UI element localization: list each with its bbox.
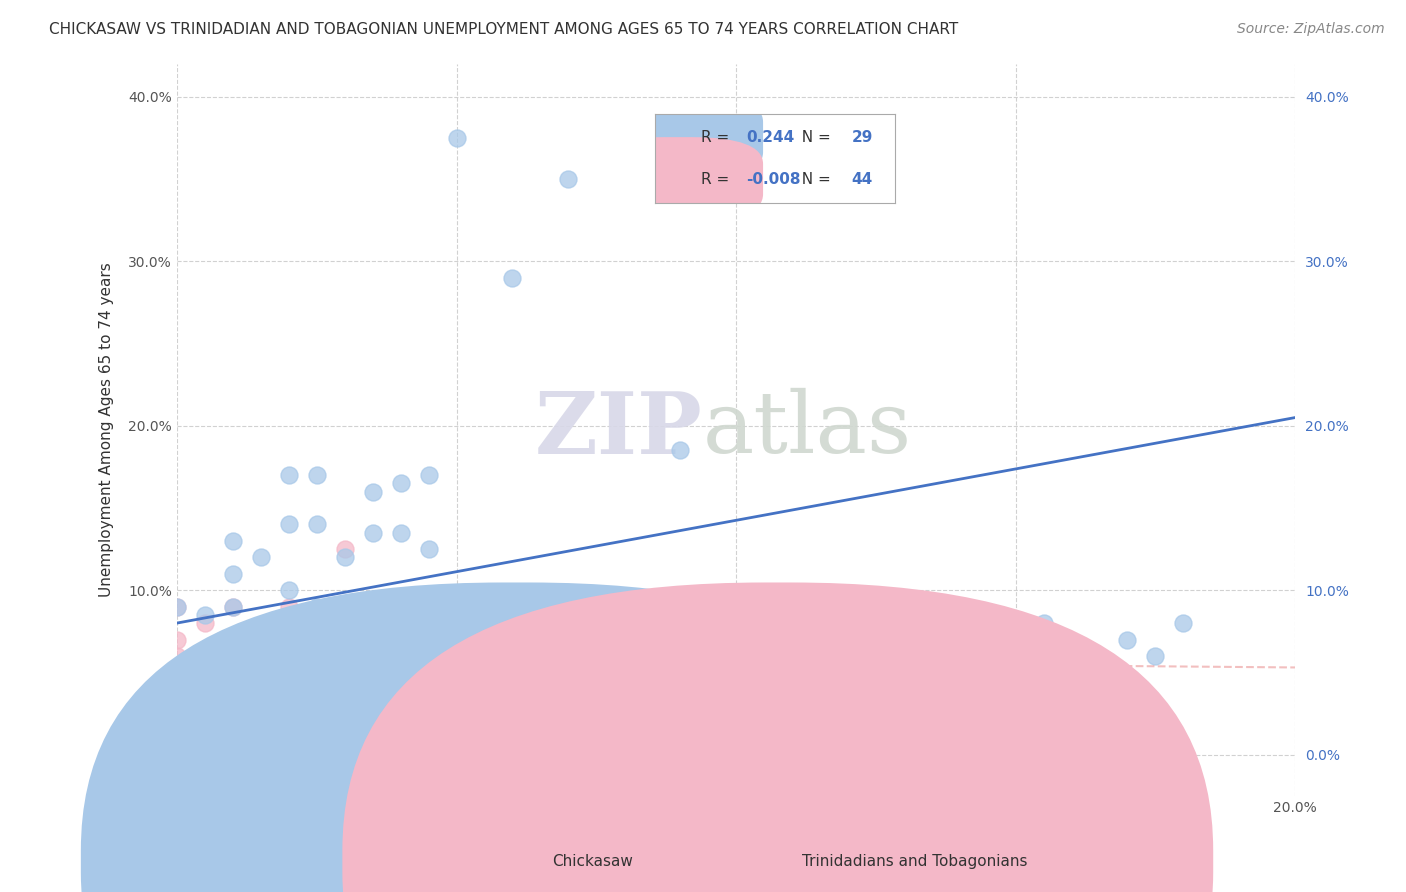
Text: Source: ZipAtlas.com: Source: ZipAtlas.com [1237,22,1385,37]
FancyBboxPatch shape [593,137,763,221]
Point [333,616,356,631]
Point [333,542,356,557]
Point [277,517,299,532]
Point [501,632,523,647]
FancyBboxPatch shape [593,95,763,179]
Point [389,599,412,614]
Text: N =: N = [792,129,835,145]
Point [222,681,245,696]
Text: Trinidadians and Tobagonians: Trinidadians and Tobagonians [803,855,1028,869]
Point [474,640,496,655]
Point [361,632,384,647]
Text: 0.244: 0.244 [747,129,794,145]
Point [333,681,356,696]
Text: 44: 44 [852,171,873,186]
Text: R =: R = [700,129,734,145]
Point [305,673,328,688]
Point [222,599,245,614]
Point [446,616,468,631]
Point [333,648,356,663]
Point [194,731,217,746]
Y-axis label: Unemployment Among Ages 65 to 74 years: Unemployment Among Ages 65 to 74 years [100,262,114,598]
Point [222,566,245,581]
Point [305,517,328,532]
Point [277,468,299,483]
Point [669,632,692,647]
Point [277,690,299,704]
Point [389,632,412,647]
Point [166,681,188,696]
Point [725,665,748,680]
Point [222,648,245,663]
Point [1116,632,1139,647]
Point [557,172,579,186]
Point [250,624,273,639]
Point [446,665,468,680]
Point [446,131,468,145]
Point [222,533,245,548]
Point [361,525,384,540]
Point [669,443,692,458]
Point [333,550,356,565]
Point [1116,681,1139,696]
Point [277,632,299,647]
Point [361,484,384,499]
Point [194,607,217,622]
Point [1032,616,1054,631]
Point [222,714,245,729]
Point [389,665,412,680]
Point [250,624,273,639]
Point [166,599,188,614]
Text: atlas: atlas [703,388,911,472]
Point [250,673,273,688]
Point [211,632,233,647]
Point [501,270,523,285]
Point [389,525,412,540]
Point [529,665,551,680]
Point [557,648,579,663]
Point [166,648,188,663]
Point [1004,632,1026,647]
Point [194,648,217,663]
Text: Chickasaw: Chickasaw [551,855,633,869]
Point [277,583,299,598]
Point [305,632,328,647]
Text: R =: R = [700,171,734,186]
Point [166,632,188,647]
Point [585,648,607,663]
Point [194,681,217,696]
Text: CHICKASAW VS TRINIDADIAN AND TOBAGONIAN UNEMPLOYMENT AMONG AGES 65 TO 74 YEARS C: CHICKASAW VS TRINIDADIAN AND TOBAGONIAN … [49,22,959,37]
Text: N =: N = [792,171,835,186]
Point [222,599,245,614]
Point [194,616,217,631]
Point [418,468,440,483]
Point [277,599,299,614]
Text: -0.008: -0.008 [747,171,801,186]
Point [418,640,440,655]
Point [305,599,328,614]
Point [1144,648,1167,663]
Point [166,665,188,680]
Point [166,714,188,729]
Point [389,476,412,491]
Point [1004,632,1026,647]
Point [1173,616,1195,631]
Point [166,599,188,614]
Text: 29: 29 [852,129,873,145]
Point [305,468,328,483]
Point [893,665,915,680]
Point [277,657,299,672]
Text: ZIP: ZIP [534,388,703,472]
Point [250,550,273,565]
Point [418,542,440,557]
